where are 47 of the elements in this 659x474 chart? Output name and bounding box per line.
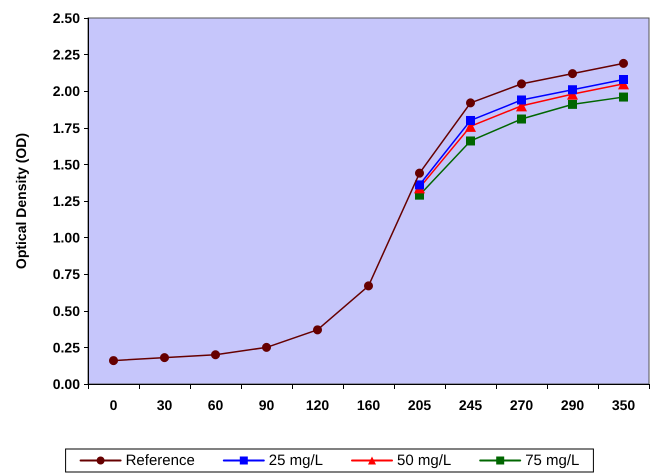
x-tick-label: 270 (510, 397, 534, 413)
y-tick-label: 1.50 (52, 156, 80, 172)
legend-label: Reference (126, 452, 195, 469)
point (466, 116, 475, 125)
point (568, 100, 577, 109)
x-tick-label: 245 (458, 397, 482, 413)
point (109, 356, 118, 366)
y-tick-label: 1.00 (52, 230, 80, 246)
x-tick-label: 290 (560, 397, 584, 413)
x-tick-label: 30 (156, 397, 172, 413)
y-tick-label: 1.75 (52, 120, 80, 136)
point (415, 180, 424, 190)
point (364, 281, 373, 290)
point (466, 136, 475, 146)
point (160, 353, 169, 362)
point (517, 95, 526, 104)
point (466, 98, 475, 108)
y-axis-title: Optical Density (OD) (13, 132, 29, 270)
y-tick-label: 2.25 (52, 46, 80, 63)
y-tick-label: 0.25 (52, 339, 80, 356)
point (517, 114, 526, 124)
point (568, 69, 577, 78)
point (568, 85, 577, 94)
y-tick-label: 1.25 (52, 193, 80, 209)
y-tick-label: 0.50 (52, 302, 80, 319)
point (211, 350, 220, 360)
y-tick-label: 2.00 (52, 83, 80, 100)
x-tick-label: 120 (306, 397, 330, 413)
x-tick-label: 0 (110, 397, 118, 413)
x-tick-label: 160 (356, 397, 380, 413)
point (262, 342, 271, 352)
point (415, 168, 424, 178)
point (619, 74, 628, 84)
y-tick-label: 0.00 (52, 376, 80, 392)
x-tick-label: 90 (258, 397, 274, 413)
point (619, 92, 628, 102)
x-tick-label: 350 (612, 397, 636, 413)
point (313, 325, 322, 334)
legend-label: 50 mg/L (397, 452, 452, 469)
x-tick-label: 60 (208, 397, 224, 413)
point (517, 79, 526, 88)
point (619, 58, 628, 68)
x-tick-label: 205 (408, 397, 432, 413)
y-tick-label: 0.75 (52, 266, 80, 282)
legend-label: 75 mg/L (525, 452, 580, 469)
y-tick-label: 2.50 (52, 10, 80, 26)
legend-label: 25 mg/L (268, 452, 324, 469)
